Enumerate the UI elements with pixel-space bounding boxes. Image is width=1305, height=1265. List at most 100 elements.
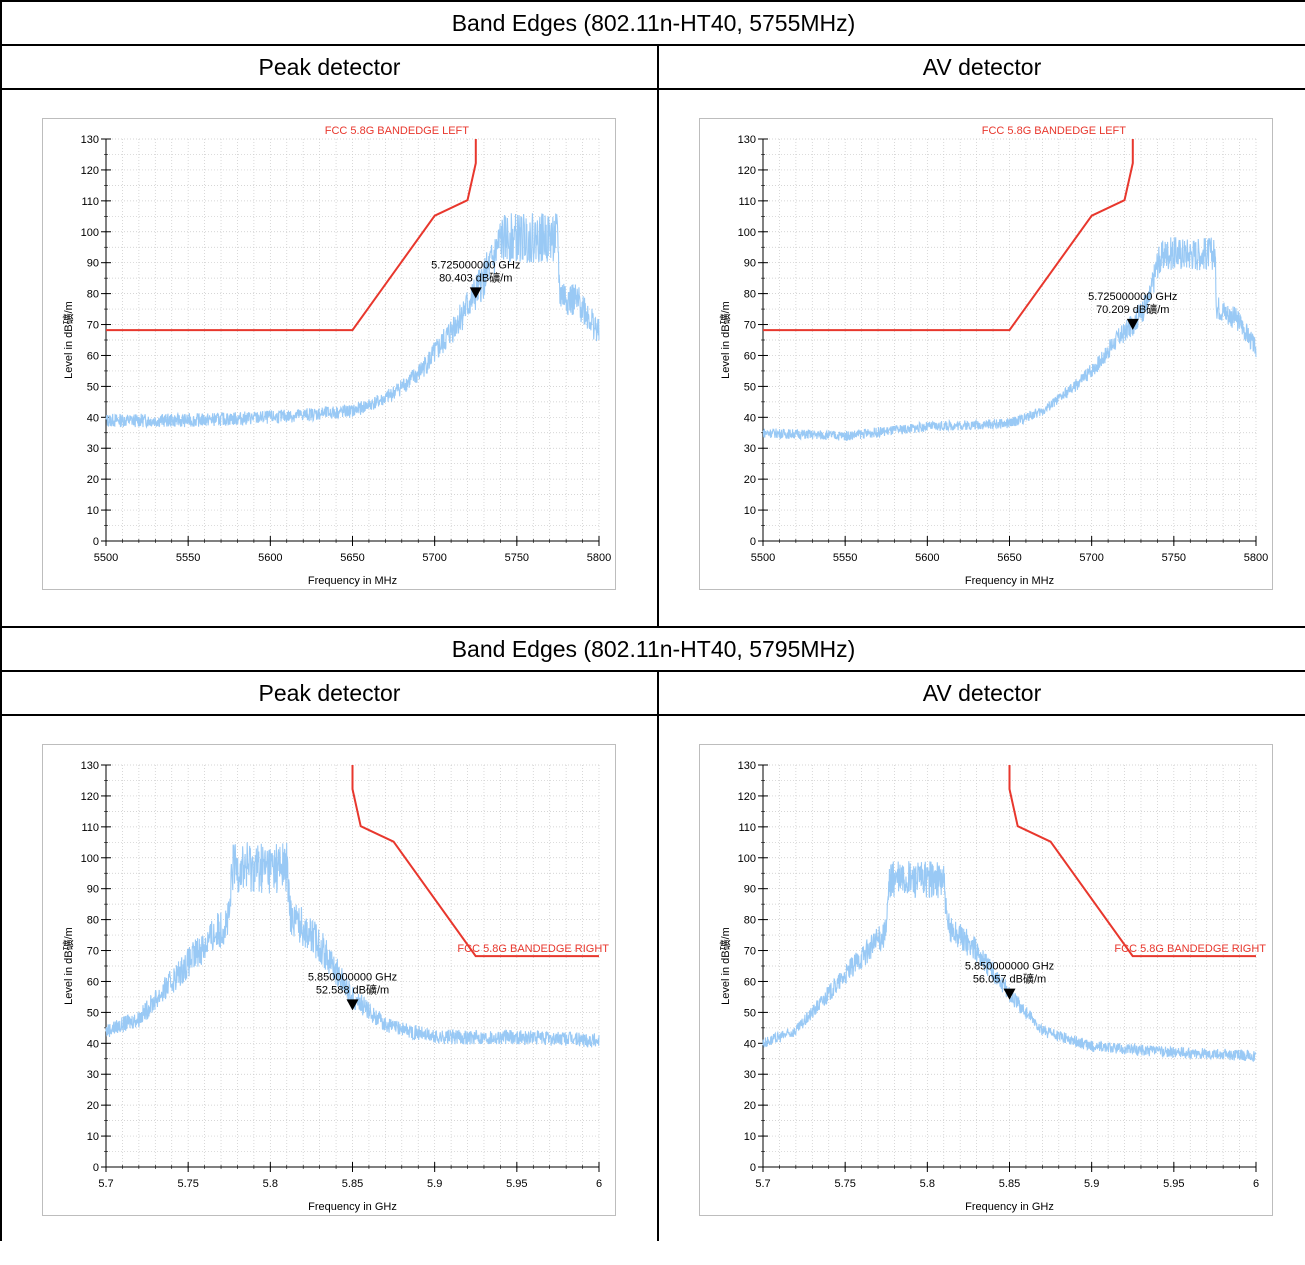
x-tick-label: 6 xyxy=(596,1178,602,1190)
band-title-1: Band Edges (802.11n-HT40, 5755MHz) xyxy=(0,0,1305,46)
spectrum-chart-av-5755: 0 10 20 30 40 50 60 70 80 90 100 110 120 130 5500 5550 5… xyxy=(699,118,1273,590)
chart-frame xyxy=(42,118,616,590)
marker-frequency: 5.850000000 GHz xyxy=(308,971,397,983)
x-tick-label: 5550 xyxy=(176,552,200,564)
y-tick-label: 80 xyxy=(744,289,756,301)
y-tick-label: 40 xyxy=(87,412,99,424)
y-tick-label: 0 xyxy=(93,1162,99,1174)
y-tick-label: 50 xyxy=(744,1007,756,1019)
limit-label: FCC 5.8G BANDEDGE RIGHT xyxy=(457,943,609,955)
x-tick-label: 5.9 xyxy=(1084,1178,1099,1190)
x-tick-label: 5600 xyxy=(915,552,939,564)
y-tick-label: 60 xyxy=(87,976,99,988)
chart-cell-3: 0 10 20 30 40 50 60 70 80 90 100 110 120 130 5.7 5.75 5.… xyxy=(0,714,659,1241)
marker-frequency: 5.725000000 GHz xyxy=(431,259,520,271)
y-tick-label: 30 xyxy=(744,1069,756,1081)
x-tick-label: 6 xyxy=(1253,1178,1259,1190)
limit-line xyxy=(763,139,1134,332)
spectrum-trace xyxy=(105,842,600,1048)
y-tick-label: 90 xyxy=(87,884,99,896)
av-detector-label-2: AV detector xyxy=(656,670,1305,716)
x-tick-label: 5.85 xyxy=(342,1178,363,1190)
y-tick-label: 80 xyxy=(87,915,99,927)
y-tick-label: 70 xyxy=(744,946,756,958)
marker-triangle xyxy=(1003,988,1016,1000)
y-tick-label: 120 xyxy=(81,165,99,177)
marker-triangle xyxy=(1126,318,1139,330)
y-tick-label: 20 xyxy=(744,1100,756,1112)
marker-level: 52.588 dB礦/m xyxy=(316,982,389,996)
x-tick-label: 5800 xyxy=(587,552,611,564)
y-tick-label: 100 xyxy=(81,227,99,239)
x-tick-label: 5.85 xyxy=(999,1178,1020,1190)
y-tick-label: 110 xyxy=(81,196,99,208)
y-tick-label: 90 xyxy=(744,884,756,896)
y-tick-label: 80 xyxy=(744,915,756,927)
x-tick-label: 5650 xyxy=(340,552,364,564)
limit-line xyxy=(1008,765,1256,958)
marker-triangle xyxy=(346,999,359,1011)
limit-line xyxy=(351,765,599,958)
spectrum-trace xyxy=(762,237,1257,442)
y-tick-label: 70 xyxy=(87,946,99,958)
y-tick-label: 20 xyxy=(87,1100,99,1112)
y-tick-label: 110 xyxy=(738,196,756,208)
limit-label: FCC 5.8G BANDEDGE LEFT xyxy=(982,125,1127,137)
marker-level: 80.403 dB礦/m xyxy=(439,270,512,284)
chart-frame xyxy=(699,744,1273,1216)
y-tick-label: 80 xyxy=(87,289,99,301)
limit-label: FCC 5.8G BANDEDGE LEFT xyxy=(325,125,470,137)
x-tick-label: 5500 xyxy=(751,552,775,564)
x-axis-label: Frequency in MHz xyxy=(308,575,397,587)
grid xyxy=(105,138,600,542)
av-detector-label-1: AV detector xyxy=(656,44,1305,90)
marker-frequency: 5.850000000 GHz xyxy=(965,961,1054,973)
peak-detector-label-1: Peak detector xyxy=(0,44,659,90)
x-axis-label: Frequency in GHz xyxy=(308,1201,397,1213)
y-tick-label: 10 xyxy=(744,505,756,517)
y-axis-label: Level in dB礦/m xyxy=(718,927,732,1005)
y-tick-label: 10 xyxy=(744,1131,756,1143)
y-tick-label: 60 xyxy=(87,350,99,362)
x-tick-label: 5.75 xyxy=(177,1178,198,1190)
y-tick-label: 130 xyxy=(738,760,756,772)
y-tick-label: 10 xyxy=(87,1131,99,1143)
x-tick-label: 5750 xyxy=(1162,552,1186,564)
peak-detector-label-2: Peak detector xyxy=(0,670,659,716)
x-tick-label: 5.75 xyxy=(834,1178,855,1190)
y-tick-label: 70 xyxy=(87,320,99,332)
x-tick-label: 5600 xyxy=(258,552,282,564)
x-tick-label: 5650 xyxy=(997,552,1021,564)
y-tick-label: 20 xyxy=(744,474,756,486)
x-tick-label: 5700 xyxy=(422,552,446,564)
y-tick-label: 90 xyxy=(87,258,99,270)
y-tick-label: 30 xyxy=(744,443,756,455)
limit-label: FCC 5.8G BANDEDGE RIGHT xyxy=(1114,943,1266,955)
chart-cell-1: 0 10 20 30 40 50 60 70 80 90 100 110 120 130 5500 5550 5… xyxy=(0,88,659,628)
marker-frequency: 5.725000000 GHz xyxy=(1088,291,1177,303)
grid xyxy=(762,764,1257,1168)
y-tick-label: 120 xyxy=(81,791,99,803)
spectrum-chart-av-5795: 0 10 20 30 40 50 60 70 80 90 100 110 120 130 5.7 5.75 5.… xyxy=(699,744,1273,1216)
y-tick-label: 30 xyxy=(87,443,99,455)
marker-level: 70.209 dB礦/m xyxy=(1096,302,1169,316)
y-tick-label: 70 xyxy=(744,320,756,332)
x-tick-label: 5.8 xyxy=(263,1178,278,1190)
y-tick-label: 50 xyxy=(87,381,99,393)
y-tick-label: 110 xyxy=(81,822,99,834)
y-tick-label: 120 xyxy=(738,791,756,803)
spectrum-trace xyxy=(105,213,600,429)
grid xyxy=(762,138,1257,542)
x-tick-label: 5.95 xyxy=(506,1178,527,1190)
y-tick-label: 100 xyxy=(81,853,99,865)
x-axis-label: Frequency in GHz xyxy=(965,1201,1054,1213)
y-tick-label: 110 xyxy=(738,822,756,834)
band-title-2: Band Edges (802.11n-HT40, 5795MHz) xyxy=(0,626,1305,672)
x-tick-label: 5750 xyxy=(505,552,529,564)
limit-line xyxy=(106,139,477,332)
chart-cell-4: 0 10 20 30 40 50 60 70 80 90 100 110 120 130 5.7 5.75 5.… xyxy=(656,714,1305,1241)
x-tick-label: 5700 xyxy=(1079,552,1103,564)
marker-level: 56.057 dB礦/m xyxy=(973,972,1046,986)
x-axis-label: Frequency in MHz xyxy=(965,575,1054,587)
